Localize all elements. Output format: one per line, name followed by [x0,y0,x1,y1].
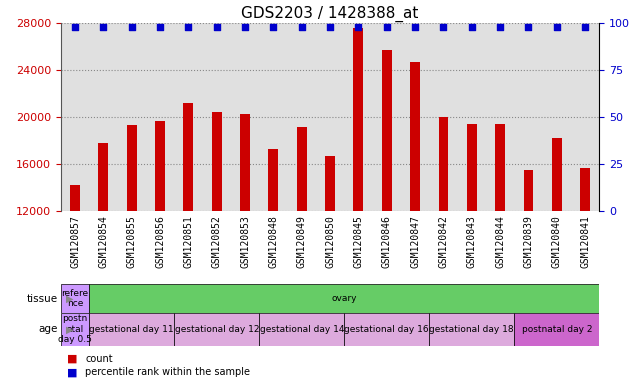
Point [297,23,307,30]
Point [552,23,562,30]
Text: GSM120841: GSM120841 [580,215,590,268]
Bar [429,313,514,346]
Bar [297,127,307,211]
Bar [212,113,222,211]
Text: GSM120850: GSM120850 [325,215,335,268]
Text: count: count [85,354,113,364]
Bar [99,143,108,211]
Text: GSM120839: GSM120839 [524,215,533,268]
Bar [70,185,80,211]
Bar [524,170,533,211]
Point [467,23,477,30]
Bar [127,125,137,211]
Text: ■: ■ [67,367,78,377]
Bar [410,62,420,211]
Bar [61,284,89,313]
Bar [344,313,429,346]
Bar [552,138,562,211]
Point [438,23,449,30]
Bar [155,121,165,211]
Text: GSM120849: GSM120849 [297,215,307,268]
Point [353,23,363,30]
Title: GDS2203 / 1428388_at: GDS2203 / 1428388_at [242,5,419,22]
Text: GSM120854: GSM120854 [99,215,108,268]
Bar [467,124,477,211]
Point [523,23,533,30]
Text: ▶: ▶ [66,324,74,334]
Text: GSM120847: GSM120847 [410,215,420,268]
Bar [240,114,250,211]
Text: GSM120857: GSM120857 [70,215,80,268]
Bar [382,50,392,211]
Text: GSM120851: GSM120851 [183,215,194,268]
Bar [438,117,449,211]
Point [381,23,392,30]
Point [70,23,80,30]
Point [98,23,108,30]
Text: gestational day 16: gestational day 16 [344,325,429,334]
Bar [580,168,590,211]
Point [495,23,505,30]
Point [410,23,420,30]
Text: percentile rank within the sample: percentile rank within the sample [85,367,250,377]
Text: GSM120842: GSM120842 [438,215,449,268]
Bar [353,28,363,211]
Bar [89,313,174,346]
Text: gestational day 14: gestational day 14 [260,325,344,334]
Point [580,23,590,30]
Text: ■: ■ [67,354,78,364]
Bar [269,149,278,211]
Text: GSM120844: GSM120844 [495,215,505,268]
Text: gestational day 12: gestational day 12 [174,325,259,334]
Bar [61,313,89,346]
Text: ovary: ovary [331,294,357,303]
Text: GSM120845: GSM120845 [353,215,363,268]
Text: GSM120840: GSM120840 [552,215,562,268]
Text: gestational day 18: gestational day 18 [429,325,514,334]
Text: refere
nce: refere nce [62,289,88,308]
Point [212,23,222,30]
Text: ▶: ▶ [66,293,74,304]
Text: postnatal day 2: postnatal day 2 [522,325,592,334]
Bar [183,103,194,211]
Bar [495,124,505,211]
Text: GSM120852: GSM120852 [212,215,222,268]
Text: GSM120843: GSM120843 [467,215,477,268]
Text: tissue: tissue [26,293,58,304]
Text: gestational day 11: gestational day 11 [90,325,174,334]
Bar [259,313,344,346]
Text: age: age [38,324,58,334]
Bar [174,313,259,346]
Text: GSM120855: GSM120855 [127,215,137,268]
Point [269,23,279,30]
Text: GSM120853: GSM120853 [240,215,250,268]
Point [240,23,250,30]
Bar [325,156,335,211]
Text: postn
atal
day 0.5: postn atal day 0.5 [58,314,92,344]
Text: GSM120848: GSM120848 [269,215,278,268]
Text: GSM120856: GSM120856 [155,215,165,268]
Bar [514,313,599,346]
Point [127,23,137,30]
Text: GSM120846: GSM120846 [382,215,392,268]
Point [183,23,194,30]
Point [155,23,165,30]
Point [325,23,335,30]
